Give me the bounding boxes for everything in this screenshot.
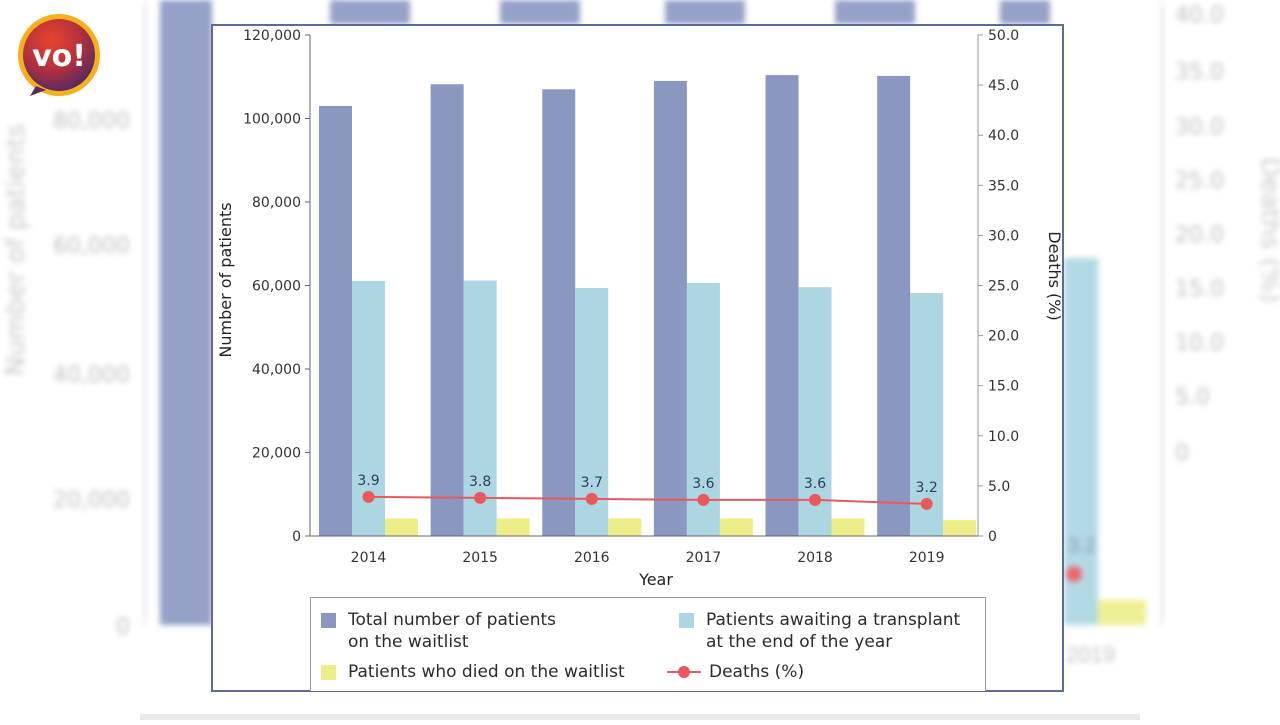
deaths-point-2014 (362, 490, 375, 503)
deaths-data-label: 3.8 (469, 474, 491, 490)
bg-right-tick: 10.0 (1175, 331, 1224, 356)
x-tick-label: 2017 (686, 550, 722, 566)
bg-left-label: Number of patients (1, 124, 31, 376)
bg-left-tick: 60,000 (53, 234, 130, 259)
bar-total-2018 (765, 75, 799, 536)
x-tick-label: 2015 (462, 550, 498, 566)
bg-year-label: 2019 (1066, 642, 1115, 667)
bg-right-tick: 0 (1175, 441, 1189, 466)
legend-label-deaths: Deaths (%) (709, 662, 805, 682)
deaths-data-label: 3.2 (916, 480, 938, 496)
deaths-point-2019 (920, 497, 933, 510)
legend-text: Patients awaiting a transplant (706, 610, 961, 630)
vo-logo-badge-icon: vo! (18, 14, 100, 96)
y2-tick-label: 10.0 (988, 429, 1019, 445)
bg-right-tick: 40.0 (1175, 3, 1224, 28)
legend-item-awaiting: Patients awaiting a transplant at the end… (679, 609, 960, 653)
y-tick-label: 60,000 (252, 279, 301, 295)
legend-label-total: Total number of patients on the waitlist (348, 609, 556, 653)
legend-text: at the end of the year (706, 632, 893, 652)
bar-died-2017 (719, 518, 753, 536)
legend-item-deaths: Deaths (%) (667, 661, 804, 683)
y-tick-label: 40,000 (252, 362, 301, 378)
bg-right-tick: 5.0 (1175, 385, 1210, 410)
bg-left-tick: 0 (116, 615, 130, 640)
x-tick-label: 2019 (909, 550, 945, 566)
bar-awaiting-2019 (910, 293, 944, 536)
bg-right-tick: 25.0 (1175, 169, 1224, 194)
legend: Total number of patients on the waitlist … (310, 597, 986, 691)
y2-tick-label: 40.0 (988, 128, 1019, 144)
bar-died-2015 (496, 518, 530, 536)
legend-swatch-died (321, 665, 336, 680)
legend-text: on the waitlist (348, 632, 469, 652)
y2-tick-label: 5.0 (988, 479, 1010, 495)
y2-tick-label: 45.0 (988, 78, 1019, 94)
bar-died-2018 (831, 518, 865, 536)
y2-tick-label: 15.0 (988, 379, 1019, 395)
y2-tick-label: 0 (988, 529, 997, 545)
legend-item-total: Total number of patients on the waitlist (321, 609, 556, 653)
bar-total-2019 (877, 75, 911, 536)
y2-tick-label: 30.0 (988, 228, 1019, 244)
y-tick-label: 100,000 (243, 112, 301, 128)
bar-total-2014 (319, 105, 352, 536)
x-axis-title: Year (638, 570, 673, 589)
bg-bottom-strip (140, 714, 1140, 720)
deaths-data-label: 3.6 (692, 476, 714, 492)
deaths-point-2015 (474, 491, 487, 504)
bar-total-2017 (653, 80, 687, 537)
bar-died-2019 (943, 520, 977, 536)
deaths-data-label: 3.7 (581, 475, 603, 491)
y2-tick-label: 35.0 (988, 178, 1019, 194)
deaths-point-2017 (697, 493, 710, 506)
y2-tick-label: 50.0 (988, 28, 1019, 44)
bg-left-tick: 20,000 (53, 488, 130, 513)
legend-text: Total number of patients (348, 610, 557, 630)
deaths-point-2018 (809, 493, 822, 506)
deaths-data-label: 3.9 (357, 473, 379, 489)
legend-label-awaiting: Patients awaiting a transplant at the end… (706, 609, 960, 653)
bg-right-tick: 30.0 (1175, 115, 1224, 140)
bg-right-label: Deaths (%) (1255, 157, 1280, 302)
legend-line-marker-icon (667, 661, 701, 683)
y-tick-label: 80,000 (252, 195, 301, 211)
y-tick-label: 120,000 (243, 28, 301, 44)
bg-left-tick: 80,000 (53, 109, 130, 134)
deaths-point-2016 (585, 492, 598, 505)
x-tick-label: 2016 (574, 550, 610, 566)
y2-tick-label: 20.0 (988, 329, 1019, 345)
y2-tick-label: 25.0 (988, 279, 1019, 295)
y-axis-title: Number of patients (216, 202, 235, 357)
y-tick-label: 0 (292, 529, 301, 545)
bar-died-2014 (385, 518, 418, 536)
deaths-data-label: 3.6 (804, 476, 826, 492)
legend-swatch-total (321, 613, 336, 628)
bar-died-2016 (608, 518, 642, 536)
bg-point-label: 3.2 (1068, 535, 1096, 557)
bg-right-tick: 15.0 (1175, 277, 1224, 302)
legend-item-died: Patients who died on the waitlist (321, 661, 625, 683)
x-tick-label: 2018 (797, 550, 833, 566)
bar-total-2016 (542, 89, 576, 537)
bg-right-tick: 35.0 (1175, 60, 1224, 85)
bar-total-2015 (430, 84, 464, 536)
y-tick-label: 20,000 (252, 446, 301, 462)
legend-label-died: Patients who died on the waitlist (348, 662, 625, 682)
vo-logo[interactable]: vo! (16, 12, 102, 98)
legend-swatch-awaiting (679, 613, 694, 628)
bg-left-tick: 40,000 (53, 363, 130, 388)
bar-awaiting-2017 (686, 282, 720, 536)
x-tick-label: 2014 (351, 550, 387, 566)
logo-text: vo! (32, 39, 86, 74)
deaths-line (368, 495, 927, 505)
y2-axis-title: Deaths (%) (1045, 231, 1064, 321)
bg-right-tick: 20.0 (1175, 223, 1224, 248)
